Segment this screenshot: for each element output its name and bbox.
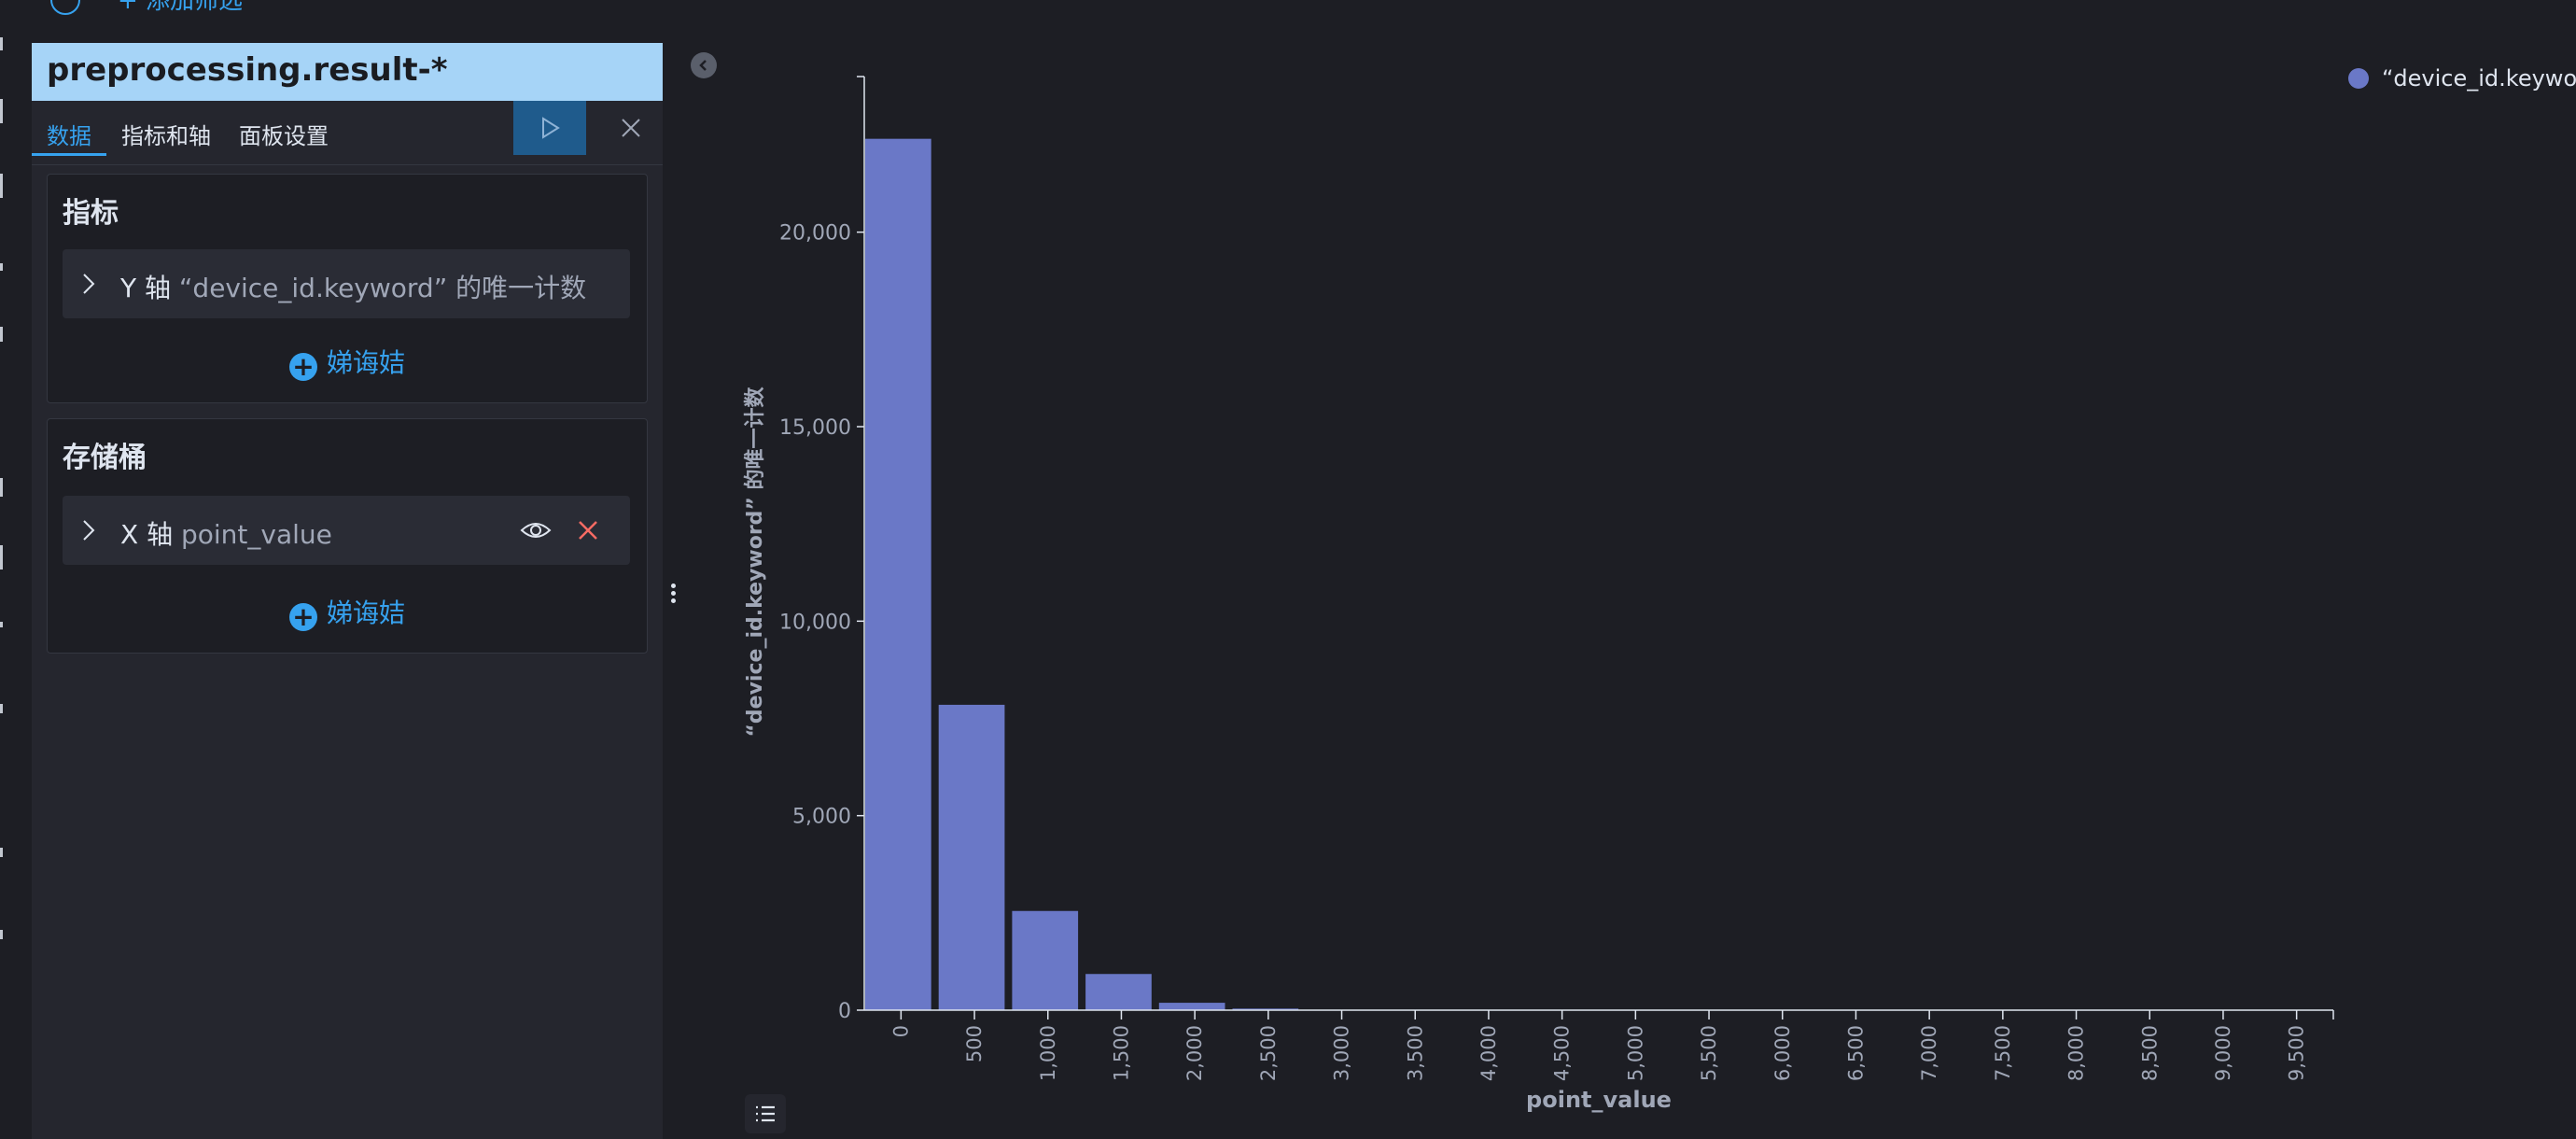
x-axis-agg-axis: X 轴 xyxy=(120,519,174,550)
histogram-chart: 0 5,000 10,000 15,000 20,000 0 500 1,000 1,500 2,… xyxy=(743,76,2334,1113)
x-tick-label: 1,500 xyxy=(1110,1025,1132,1081)
y-tick-label: 5,000 xyxy=(792,806,851,829)
chevron-right-icon[interactable] xyxy=(81,518,96,542)
legend-item-label: “device_id.keyword xyxy=(2382,65,2576,91)
bar xyxy=(865,138,931,1011)
y-tick-label: 0 xyxy=(838,1000,851,1023)
metrics-title: 指标 xyxy=(63,197,119,230)
x-tick-label: 7,500 xyxy=(1992,1025,2014,1081)
x-tick-label: 9,500 xyxy=(2286,1025,2308,1081)
cross-icon[interactable] xyxy=(578,520,598,541)
collapse-editor-button[interactable] xyxy=(691,52,717,78)
x-tick-label: 8,500 xyxy=(2138,1025,2161,1081)
close-button[interactable] xyxy=(605,101,657,155)
bar xyxy=(938,704,1005,1010)
tab-data[interactable]: 数据 xyxy=(47,123,91,149)
x-axis-agg-field: point_value xyxy=(181,519,332,550)
buckets-section: 存储桶 X 轴 point_value + 娣诲姞 xyxy=(47,418,648,654)
buckets-title: 存储桶 xyxy=(63,442,147,474)
x-axis-agg-row[interactable]: X 轴 point_value xyxy=(63,496,630,565)
visualization-editor-panel: preprocessing.result-* 数据 指标和轴 面板设置 指标 Y… xyxy=(32,43,663,1139)
x-tick-label: 9,000 xyxy=(2212,1025,2234,1081)
chart-area: 0 5,000 10,000 15,000 20,000 0 500 1,000 1,500 2,… xyxy=(728,43,2576,1139)
chevron-right-icon[interactable] xyxy=(81,272,96,296)
filter-bar xyxy=(34,0,2576,41)
y-tick-label: 20,000 xyxy=(779,222,851,246)
x-tick-label: 2,000 xyxy=(1183,1025,1206,1081)
y-axis-agg-field: “device_id.keyword” 的唯一计数 xyxy=(178,273,587,303)
close-icon xyxy=(622,119,640,137)
x-tick-label: 7,000 xyxy=(1918,1025,1940,1081)
x-tick-label: 0 xyxy=(889,1025,912,1037)
y-axis-agg-axis: Y 轴 xyxy=(120,273,172,303)
bar xyxy=(1232,1008,1299,1010)
update-button[interactable] xyxy=(513,101,586,155)
x-axis-title: point_value xyxy=(1526,1087,1672,1113)
play-icon xyxy=(542,117,560,139)
y-tick-label: 10,000 xyxy=(779,611,851,634)
plus-icon: + xyxy=(288,353,317,381)
add-bucket-button[interactable]: + 娣诲姞 xyxy=(48,593,647,631)
y-axis-agg-row[interactable]: Y 轴 “device_id.keyword” 的唯一计数 xyxy=(63,249,630,318)
bar xyxy=(1085,974,1152,1010)
active-tab-indicator xyxy=(32,153,106,156)
chart-legend[interactable]: “device_id.keyword xyxy=(2348,65,2576,91)
y-tick-label: 15,000 xyxy=(779,416,851,440)
list-icon xyxy=(756,1105,775,1122)
add-filter-link[interactable]: + 添加筛选 xyxy=(118,0,244,15)
x-tick-label: 6,000 xyxy=(1771,1025,1794,1081)
left-nav-gutter xyxy=(0,0,34,1139)
bar xyxy=(1012,910,1079,1010)
x-tick-label: 500 xyxy=(963,1025,986,1062)
plus-icon: + xyxy=(288,603,317,631)
tab-panel-settings[interactable]: 面板设置 xyxy=(239,123,329,149)
add-metric-label: 娣诲姞 xyxy=(326,347,405,378)
metrics-section: 指标 Y 轴 “device_id.keyword” 的唯一计数 + 娣诲姞 xyxy=(47,174,648,403)
x-tick-label: 3,500 xyxy=(1404,1025,1426,1081)
x-tick-label: 3,000 xyxy=(1331,1025,1353,1081)
index-pattern-title: preprocessing.result-* xyxy=(47,51,448,89)
add-metric-button[interactable]: + 娣诲姞 xyxy=(48,343,647,381)
x-tick-label: 5,500 xyxy=(1698,1025,1720,1081)
x-tick-label: 5,000 xyxy=(1624,1025,1646,1081)
legend-color-dot xyxy=(2348,68,2369,89)
y-axis-agg-label: Y 轴 “device_id.keyword” 的唯一计数 xyxy=(120,268,586,305)
bar xyxy=(1158,1003,1225,1010)
legend-toggle-button[interactable] xyxy=(745,1094,786,1133)
x-tick-label: 2,500 xyxy=(1257,1025,1280,1081)
add-bucket-label: 娣诲姞 xyxy=(326,598,405,628)
panel-resize-handle[interactable] xyxy=(668,581,678,614)
x-tick-label: 4,500 xyxy=(1551,1025,1574,1081)
x-axis-agg-label: X 轴 point_value xyxy=(120,514,332,552)
x-tick-label: 4,000 xyxy=(1477,1025,1500,1081)
chevron-left-icon xyxy=(699,60,707,71)
y-axis-title: “device_id.keyword” 的唯一计数 xyxy=(743,386,767,737)
x-tick-label: 1,000 xyxy=(1037,1025,1059,1081)
index-pattern-header: preprocessing.result-* xyxy=(32,43,663,101)
eye-icon[interactable] xyxy=(520,518,552,542)
x-tick-label: 8,000 xyxy=(2065,1025,2088,1081)
tab-metrics-axes[interactable]: 指标和轴 xyxy=(121,123,211,149)
x-tick-label: 6,500 xyxy=(1844,1025,1867,1081)
